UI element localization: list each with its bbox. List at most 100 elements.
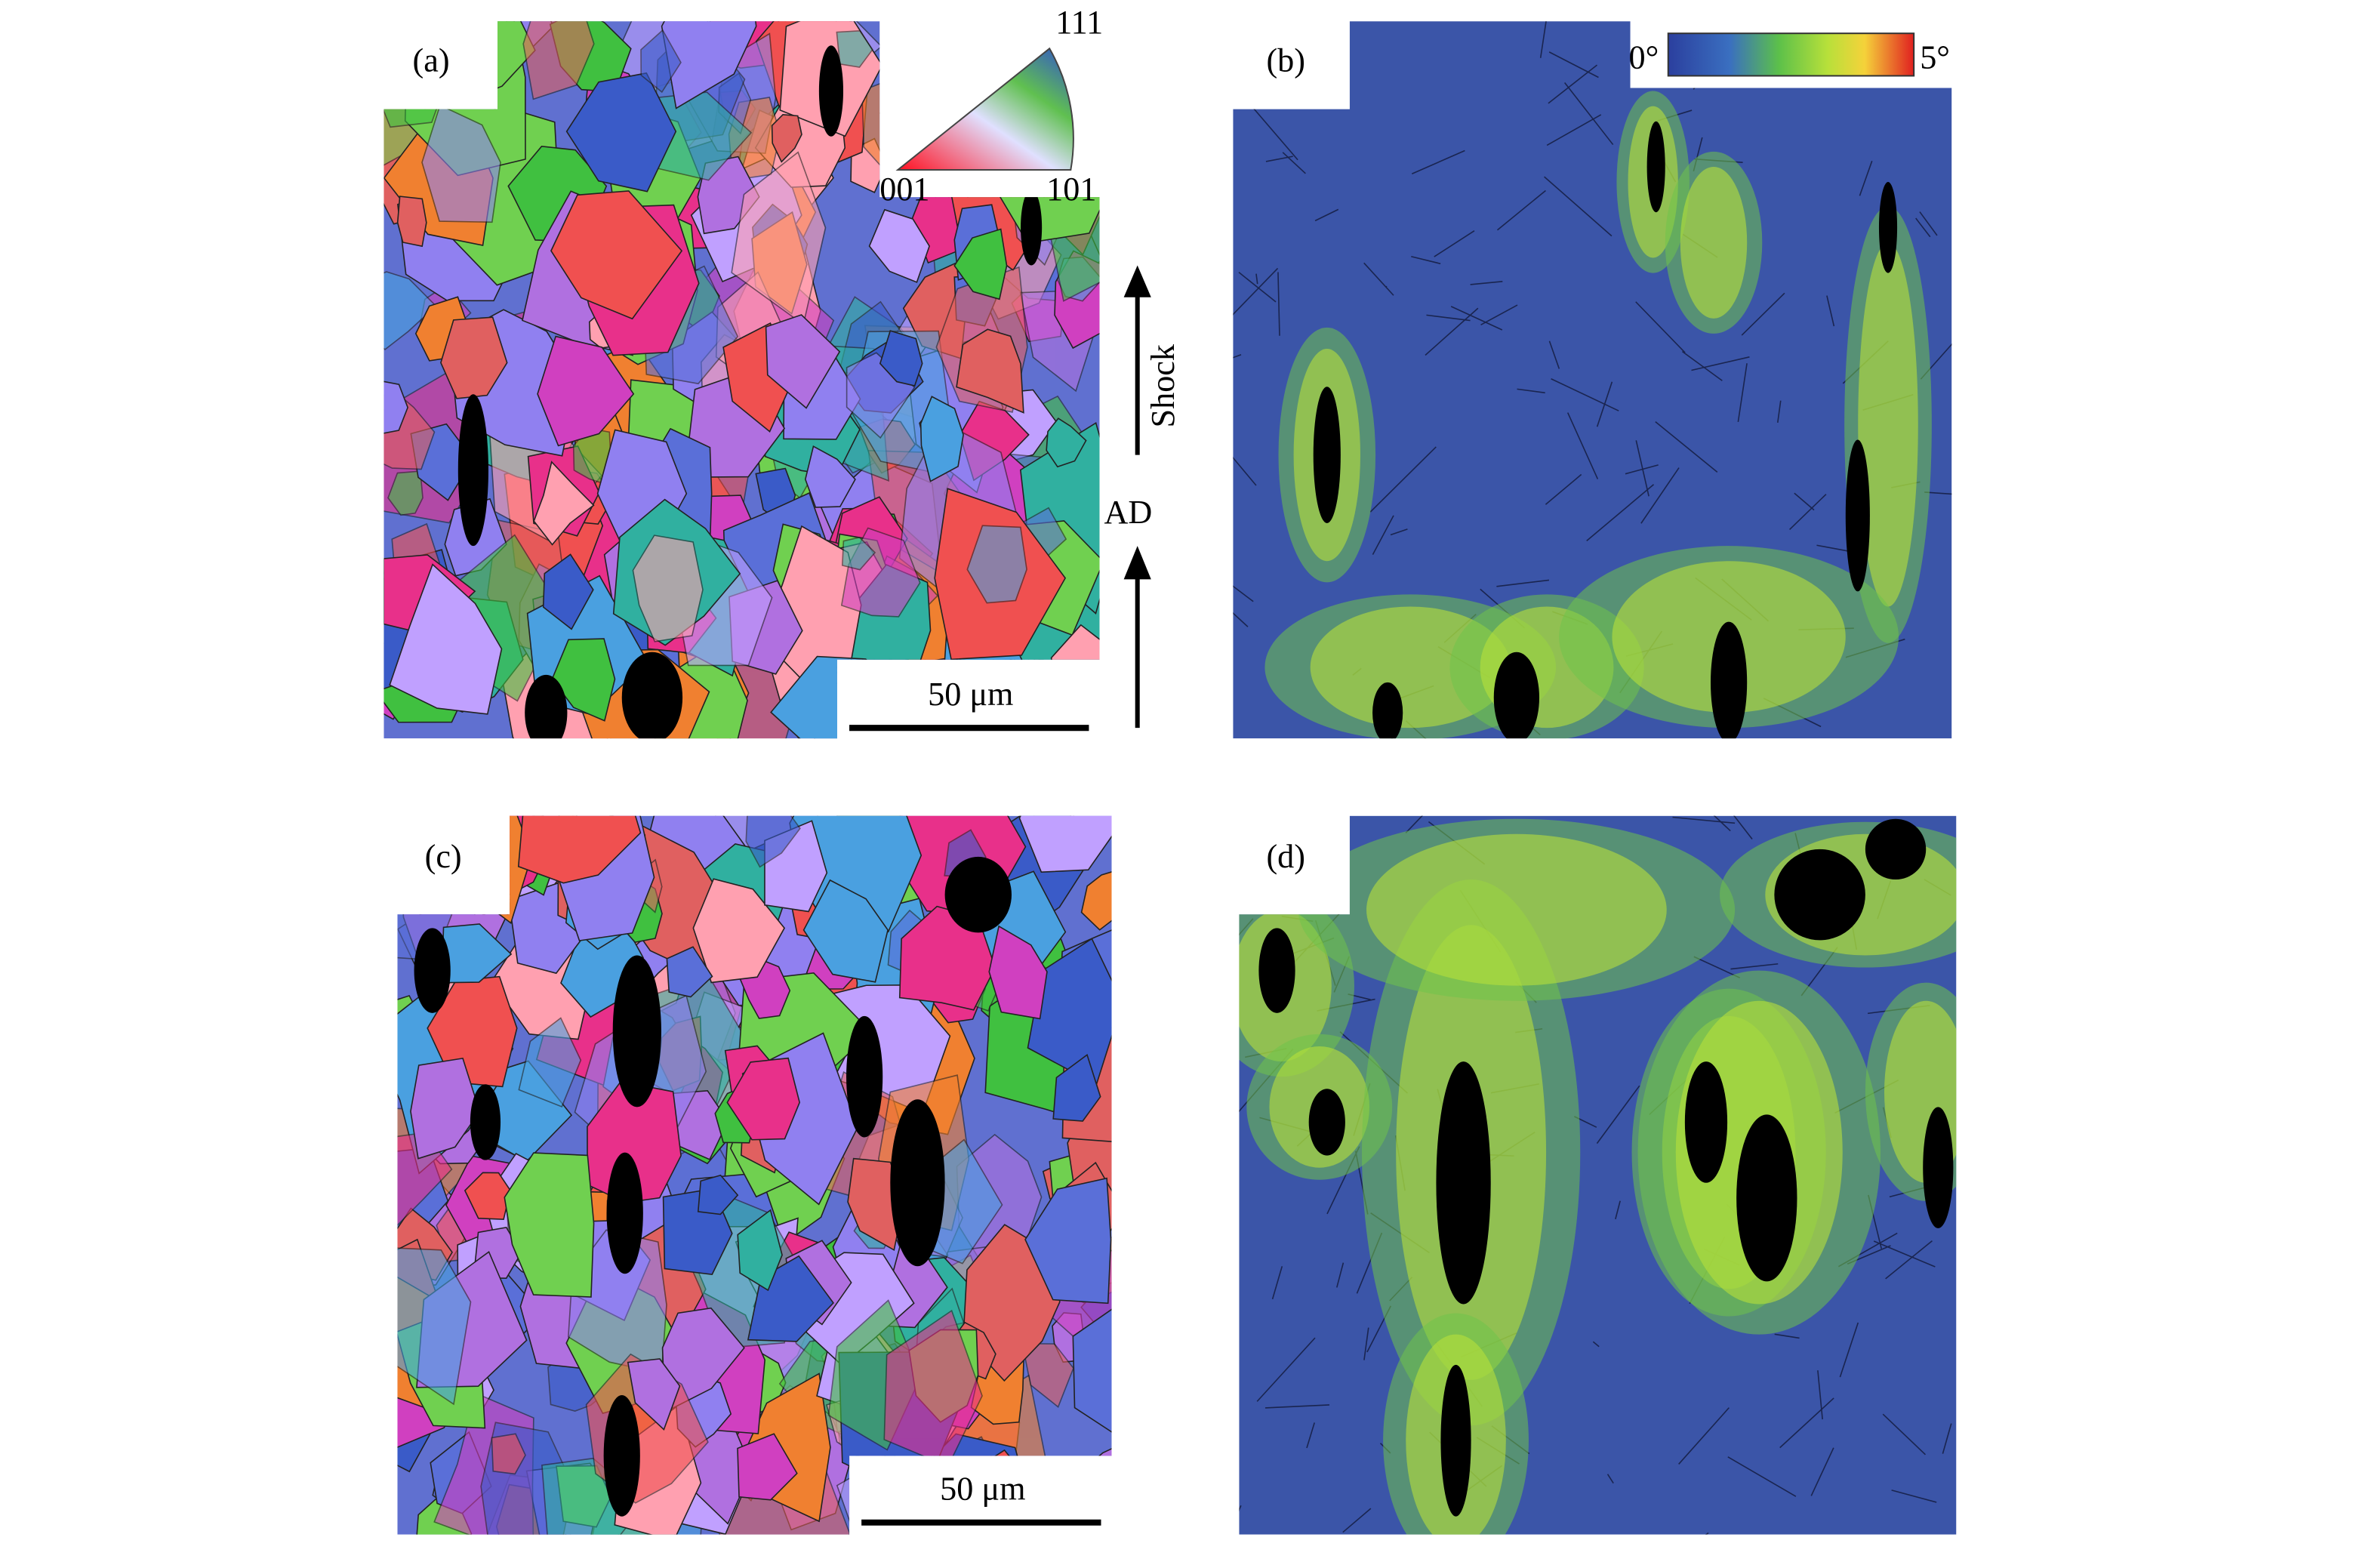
grain [879, 330, 923, 387]
grain-boundary [1885, 1240, 1933, 1280]
grain [879, 42, 950, 149]
grain-boundary [1672, 816, 1736, 824]
grain [632, 534, 704, 642]
grain [771, 114, 802, 163]
grain [627, 1358, 681, 1431]
grain-boundary [1233, 583, 1254, 602]
grain-boundary [1839, 1322, 1859, 1378]
grain-boundary [1539, 21, 1547, 58]
grain [726, 1057, 801, 1141]
grain [666, 946, 713, 998]
grain [745, 815, 801, 868]
pore [603, 1395, 640, 1517]
grain-boundary [1741, 292, 1785, 336]
grain-boundary [1678, 1407, 1730, 1465]
grain-boundary [1363, 262, 1394, 296]
grain-boundary [1480, 304, 1518, 326]
grain-boundary [1277, 272, 1280, 336]
grain-boundary [1681, 350, 1723, 381]
grain-boundary [1794, 492, 1815, 511]
grain-boundary [1924, 491, 1952, 495]
grain-boundary [1426, 314, 1471, 322]
kam-map-d [1239, 815, 1957, 1535]
grain-boundary [1306, 1422, 1315, 1449]
grain-boundary [1592, 1341, 1600, 1348]
ipf-001: 001 [879, 171, 929, 208]
grain [427, 975, 518, 1088]
grain [804, 445, 856, 508]
grain-boundary [1546, 114, 1602, 146]
pore [606, 1152, 643, 1274]
grain-boundary [1596, 1085, 1640, 1144]
grain [737, 1209, 783, 1292]
grain-boundary [1390, 528, 1408, 536]
grain-boundary [1919, 211, 1938, 236]
ipf-map-c [397, 815, 1112, 1535]
grain [929, 21, 976, 50]
pore [470, 1084, 501, 1160]
grain [537, 335, 635, 447]
pore [457, 394, 488, 547]
pore [944, 856, 1012, 933]
grain-boundary [1411, 255, 1441, 265]
grain-boundary [1545, 473, 1582, 505]
colorbar-min: 0° [1629, 39, 1659, 75]
scale-bar-label: 50 μm [928, 676, 1013, 713]
grain-boundary [1779, 1397, 1834, 1449]
grain [522, 21, 595, 100]
grain-boundary [1640, 467, 1680, 524]
grain-boundary [1251, 21, 1298, 26]
grain [410, 1057, 481, 1160]
grain-boundary [1891, 1489, 1937, 1503]
grain-boundary [1873, 1240, 1936, 1268]
grain [692, 878, 786, 984]
grain [491, 1433, 526, 1475]
grain [1046, 417, 1087, 468]
pore [1372, 682, 1403, 739]
grain [640, 29, 682, 94]
grain-boundary [1737, 363, 1748, 423]
grain-boundary [1233, 417, 1257, 486]
grain-boundary [1405, 815, 1453, 833]
grain-boundary [1311, 846, 1338, 873]
grain-boundary [1635, 301, 1686, 353]
grain-boundary [1315, 905, 1329, 907]
pore [1710, 621, 1748, 739]
grain [517, 815, 642, 884]
pore [1878, 182, 1898, 273]
grain-boundary [1282, 152, 1306, 174]
grain-boundary [1615, 1200, 1621, 1220]
scale-bar-label: 50 μm [940, 1471, 1025, 1508]
pore [1440, 1364, 1471, 1517]
pore [525, 674, 568, 739]
grain [697, 1174, 739, 1215]
grain [868, 208, 930, 283]
grain [1056, 1476, 1102, 1535]
pore [1865, 818, 1927, 880]
grain [919, 396, 964, 482]
grain [550, 190, 683, 320]
grain-boundary [1635, 440, 1650, 497]
ipf-111: 111 [1055, 4, 1103, 41]
grain-boundary [1691, 356, 1750, 371]
grain [802, 879, 889, 983]
grain-boundary [1336, 1262, 1345, 1288]
grain [397, 1246, 472, 1406]
grain-boundary [1247, 101, 1298, 161]
grain-boundary [1233, 354, 1242, 369]
grain-boundary [1566, 412, 1599, 479]
grain-boundary [1264, 1404, 1330, 1409]
grain [836, 1458, 946, 1535]
grain-boundary [1517, 388, 1545, 394]
colorbar [1667, 32, 1915, 77]
pore [1845, 439, 1870, 592]
grain [1018, 815, 1112, 873]
kam-map-b [1233, 21, 1952, 739]
grain [1021, 658, 1057, 702]
grain [1072, 1295, 1112, 1445]
grain [1003, 682, 1086, 739]
pore [890, 1099, 945, 1267]
grain [841, 537, 876, 571]
ipf-triangle [895, 47, 1074, 171]
